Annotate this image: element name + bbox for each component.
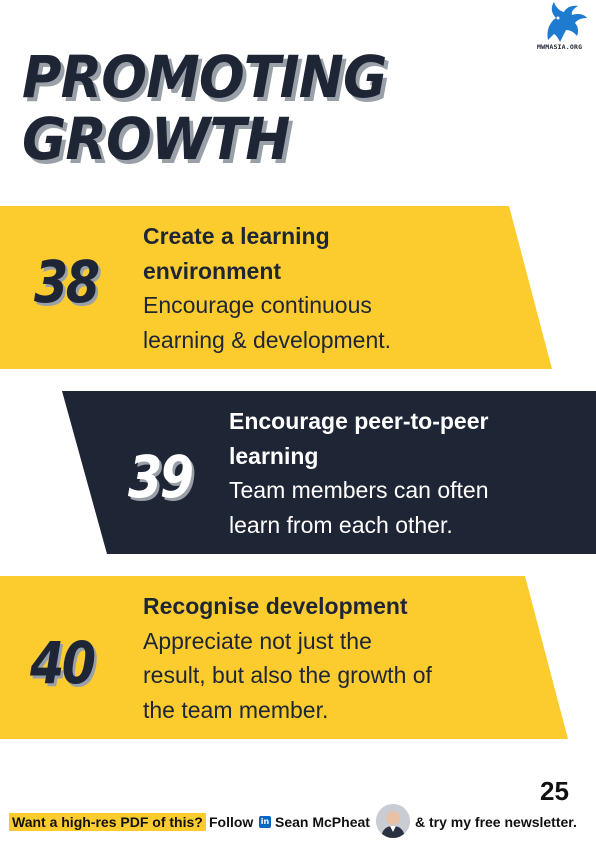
item-text-39: Encourage peer-to-peer learning Team mem… bbox=[229, 404, 489, 542]
item-desc-40-line2: result, but also the growth of bbox=[143, 662, 432, 688]
avatar bbox=[376, 804, 410, 838]
item-text-40: Recognise development Appreciate not jus… bbox=[143, 589, 432, 727]
item-heading-39-line2: learning bbox=[229, 442, 319, 469]
newsletter-link[interactable]: & try my free newsletter. bbox=[415, 814, 577, 830]
page-title: PROMOTING GROWTH bbox=[22, 46, 414, 170]
avatar-portrait-icon bbox=[376, 804, 410, 838]
item-desc-39-line1: Team members can often bbox=[229, 477, 489, 503]
logo-text: MWMASIA.ORG bbox=[537, 43, 583, 51]
follow-label: Follow bbox=[209, 814, 254, 830]
item-desc-40-line1: Appreciate not just the bbox=[143, 627, 372, 654]
item-number-38: 38 bbox=[34, 248, 100, 316]
item-heading-40-line1: Recognise development bbox=[143, 593, 408, 619]
title-line-2: GROWTH bbox=[22, 105, 290, 173]
item-text-38: Create a learning environment Encourage … bbox=[143, 219, 391, 357]
item-desc-38-line1: Encourage continuous bbox=[143, 292, 372, 318]
pdf-cta-link[interactable]: Want a high-res PDF of this? bbox=[9, 813, 206, 831]
linkedin-icon[interactable]: in bbox=[259, 816, 271, 828]
item-band-38 bbox=[0, 206, 552, 369]
item-band-40 bbox=[0, 576, 568, 739]
item-desc-39-line2: learn from each other. bbox=[229, 511, 453, 538]
item-heading-38-line1: Create a learning bbox=[143, 223, 330, 249]
item-band-39 bbox=[62, 391, 596, 554]
item-number-40: 40 bbox=[30, 629, 96, 697]
item-desc-40-line3: the team member. bbox=[143, 696, 329, 723]
griffin-icon bbox=[547, 2, 587, 42]
item-heading-39-line1: Encourage peer-to-peer bbox=[229, 408, 489, 434]
item-desc-38-line2: learning & development. bbox=[143, 326, 392, 353]
author-link[interactable]: Sean McPheat bbox=[275, 814, 370, 830]
page-number: 25 bbox=[540, 776, 569, 806]
footer-bar: Want a high-res PDF of this? Follow in S… bbox=[9, 804, 589, 838]
item-number-39: 39 bbox=[128, 443, 194, 511]
brand-logo: MWMASIA.ORG bbox=[532, 0, 596, 56]
title-line-1: PROMOTING bbox=[22, 43, 387, 111]
item-heading-38-line2: environment bbox=[143, 257, 282, 284]
